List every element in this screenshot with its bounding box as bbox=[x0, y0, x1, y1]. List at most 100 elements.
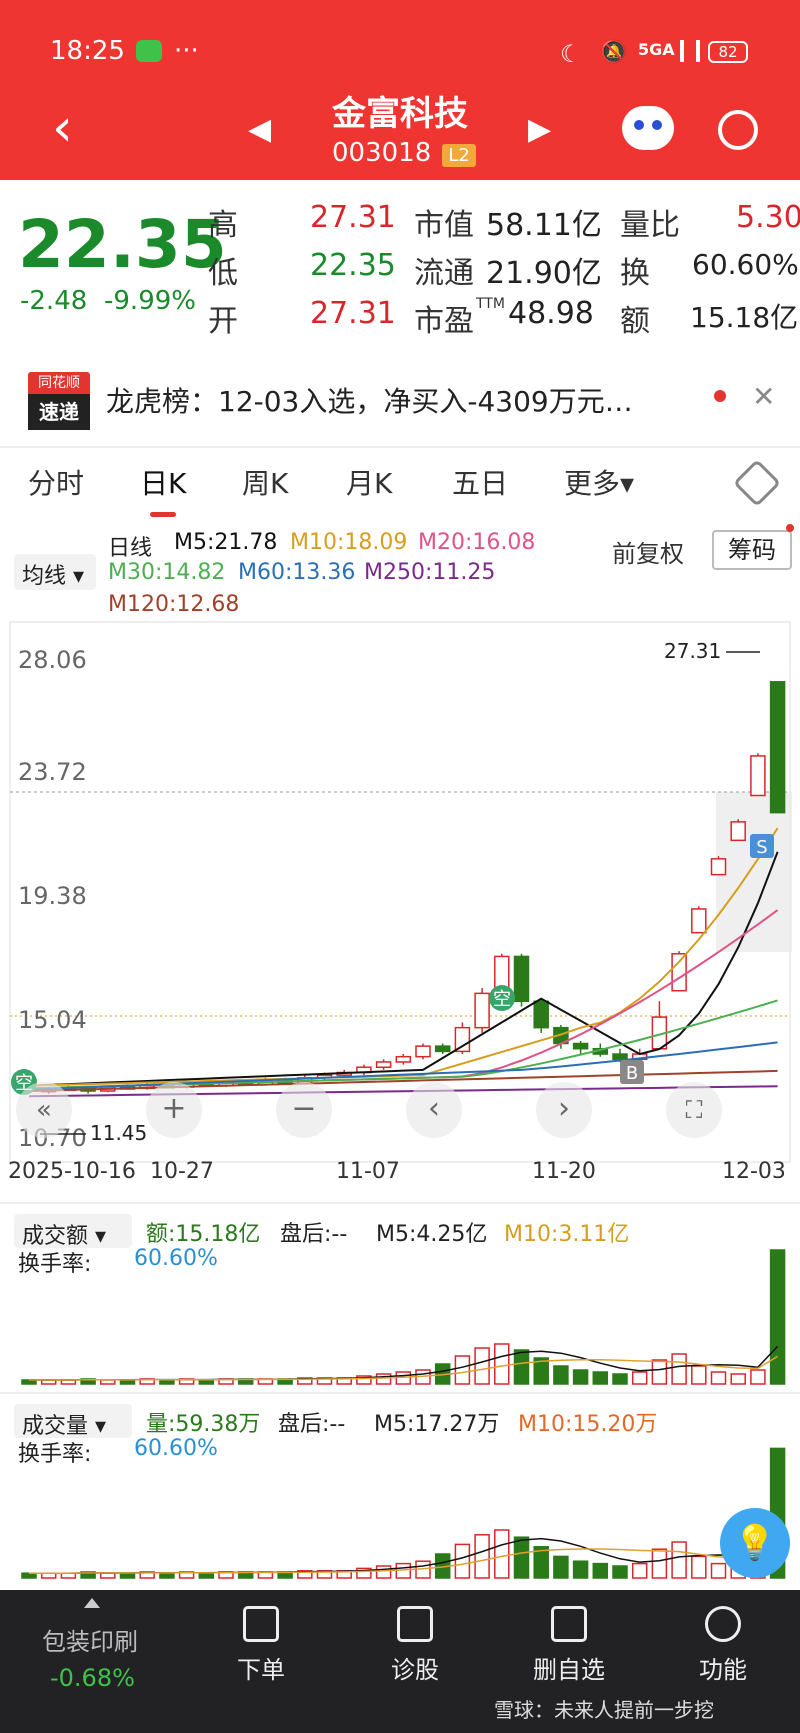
volume-bar bbox=[356, 1375, 372, 1385]
ma5-line bbox=[28, 851, 779, 1087]
adjust-select[interactable]: 前复权 bbox=[612, 540, 684, 568]
amount-m10-label: M10:3.11亿 bbox=[504, 1222, 630, 1247]
rewind-button[interactable]: « bbox=[16, 1082, 72, 1138]
ma60-line bbox=[28, 1041, 778, 1091]
ma60-label: M60:13.36 bbox=[238, 560, 356, 585]
back-icon[interactable]: ‹ bbox=[52, 98, 73, 158]
sector-name[interactable]: 包装印刷 bbox=[42, 1628, 138, 1656]
assistant-robot-icon[interactable] bbox=[622, 106, 674, 150]
volume-bar bbox=[691, 1555, 707, 1579]
chips-button[interactable]: 筹码 bbox=[712, 530, 792, 570]
settings-icon[interactable] bbox=[732, 458, 782, 508]
volume-bar bbox=[454, 1543, 471, 1579]
expand-up-icon[interactable] bbox=[84, 1598, 100, 1608]
volume-bar bbox=[592, 1562, 609, 1579]
price-change-pct: -9.99% bbox=[104, 286, 196, 316]
x-axis-label: 11-07 bbox=[336, 1159, 400, 1180]
ma5-label: M5:21.78 bbox=[174, 530, 278, 555]
tab-daily-k[interactable]: 日K bbox=[140, 467, 187, 500]
scroll-left-button[interactable]: ‹ bbox=[406, 1082, 462, 1138]
amount-label: 额 bbox=[620, 304, 650, 339]
candle-body bbox=[769, 681, 786, 814]
volume-ma10-line bbox=[29, 1547, 778, 1574]
low-label: 低 bbox=[208, 256, 238, 291]
ma120-line bbox=[28, 1069, 778, 1092]
highlight-zone bbox=[716, 792, 792, 952]
prev-stock-icon[interactable]: ◀ bbox=[248, 112, 272, 147]
tab-weekly-k[interactable]: 周K bbox=[242, 467, 289, 500]
zoom-in-button[interactable]: + bbox=[146, 1082, 202, 1138]
volume-bar bbox=[612, 1565, 628, 1579]
remove-watch-button[interactable]: 删自选 bbox=[514, 1606, 624, 1685]
volume-ma10-line bbox=[29, 1355, 778, 1381]
ma-select[interactable]: 均线 ▾ bbox=[14, 554, 96, 590]
volume-bar bbox=[513, 1349, 530, 1385]
order-label: 下单 bbox=[237, 1656, 285, 1684]
candle-body bbox=[375, 1061, 392, 1068]
next-stock-icon[interactable]: ▶ bbox=[528, 112, 552, 147]
volume-select[interactable]: 成交量 ▾ bbox=[14, 1404, 132, 1439]
volume-bar bbox=[198, 1379, 215, 1385]
search-icon[interactable] bbox=[718, 110, 758, 150]
candle-body bbox=[750, 755, 766, 797]
diagnose-button[interactable]: 诊股 bbox=[360, 1606, 470, 1685]
lightbulb-icon[interactable]: 💡 bbox=[720, 1508, 790, 1578]
news-ticker-text[interactable]: 龙虎榜：12-03入选，净买入-4309万元… bbox=[106, 385, 633, 418]
volume-bar bbox=[651, 1548, 668, 1579]
volume-bar bbox=[297, 1377, 313, 1385]
volume-bar bbox=[533, 1357, 549, 1385]
order-button[interactable]: 下单 bbox=[206, 1606, 316, 1685]
watermark-text: 雪球：未来人提前一步挖 bbox=[494, 1698, 714, 1722]
volume-value-label: 量:59.38万 bbox=[146, 1412, 261, 1437]
candle-body bbox=[474, 992, 490, 1029]
volume-bar bbox=[119, 1379, 136, 1385]
volume-m10-label: M10:15.20万 bbox=[518, 1412, 658, 1437]
last-price: 22.35 bbox=[18, 206, 227, 283]
signal-marker bbox=[489, 985, 515, 1011]
zoom-out-button[interactable]: − bbox=[276, 1082, 332, 1138]
volume-bar bbox=[710, 1562, 727, 1579]
volume-bar bbox=[100, 1572, 116, 1579]
amount-bars bbox=[21, 1249, 786, 1385]
amount-bar-chart bbox=[21, 1249, 786, 1385]
fullscreen-button[interactable]: ⛶ bbox=[666, 1082, 722, 1138]
tab-more[interactable]: 更多▾ bbox=[564, 467, 635, 500]
app-header: 18:25 ··· ☾ 🔕 5GA 82 ‹ ◀ 金富科技 003018 L2 … bbox=[0, 0, 800, 180]
volume-bar bbox=[631, 1562, 648, 1579]
volume-select-label: 成交量 bbox=[22, 1414, 89, 1439]
volume-bar bbox=[533, 1546, 549, 1579]
y-tick-label: 28.06 bbox=[18, 646, 87, 674]
volume-bar bbox=[494, 1343, 510, 1385]
float-value: 21.90亿 bbox=[486, 256, 602, 291]
scroll-right-button[interactable]: › bbox=[536, 1082, 592, 1138]
turnover-label: 换 bbox=[620, 256, 650, 291]
volume-bar bbox=[375, 1373, 392, 1385]
volume-bar bbox=[80, 1571, 96, 1579]
close-icon[interactable]: ✕ bbox=[752, 380, 776, 413]
functions-button[interactable]: 功能 bbox=[668, 1606, 778, 1685]
volume-bar bbox=[769, 1249, 786, 1385]
mute-icon: 🔕 bbox=[600, 40, 628, 65]
status-more: ··· bbox=[174, 36, 199, 66]
amount-select[interactable]: 成交额 ▾ bbox=[14, 1214, 132, 1249]
ma-select-label: 均线 bbox=[22, 564, 67, 589]
divider bbox=[0, 446, 800, 448]
ma250-label: M250:11.25 bbox=[364, 560, 496, 585]
status-time: 18:25 bbox=[50, 36, 125, 66]
moon-icon: ☾ bbox=[560, 40, 582, 68]
tab-monthly-k[interactable]: 月K bbox=[346, 467, 393, 500]
signal-marker bbox=[750, 834, 774, 858]
turnover-value: 60.60% bbox=[692, 248, 799, 281]
volume-bar bbox=[592, 1371, 609, 1385]
wechat-icon bbox=[136, 40, 162, 62]
bottom-toolbar: 包装印刷 -0.68% 下单 诊股 删自选 功能 雪球：未来人提前一步挖 bbox=[0, 1590, 800, 1733]
volume-bar bbox=[691, 1365, 707, 1385]
divider bbox=[0, 1202, 800, 1204]
volume-bar bbox=[159, 1379, 175, 1385]
tab-five-day[interactable]: 五日 bbox=[452, 467, 509, 500]
volume-bar bbox=[651, 1359, 668, 1385]
tab-intraday[interactable]: 分时 bbox=[28, 467, 85, 500]
signal-marker-label: B bbox=[626, 1063, 638, 1084]
amount-ma-lines bbox=[29, 1345, 779, 1381]
